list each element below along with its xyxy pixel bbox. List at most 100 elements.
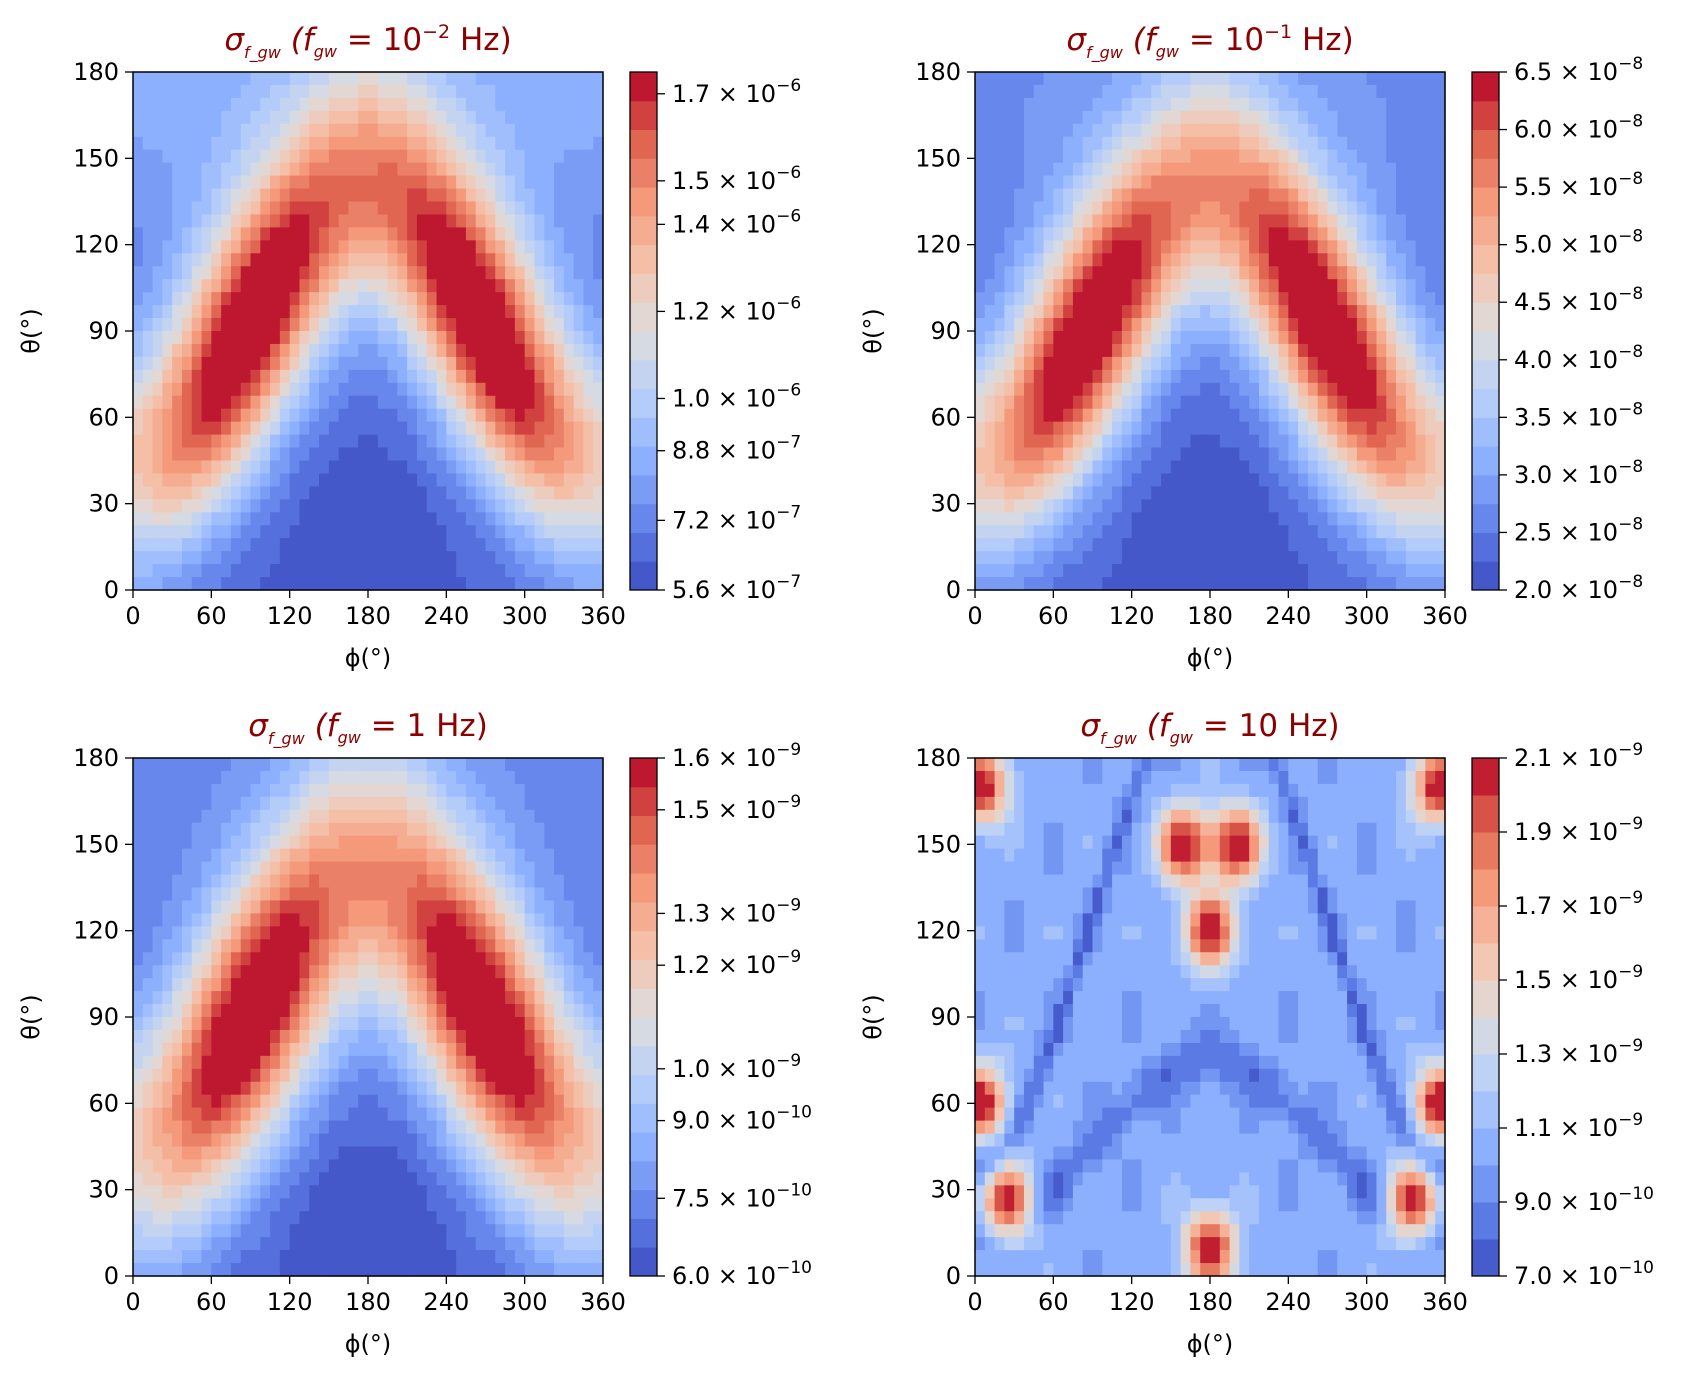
contour-cell xyxy=(181,279,193,293)
contour-cell xyxy=(495,564,506,578)
contour-cell xyxy=(1072,538,1084,552)
contour-cell xyxy=(279,1017,291,1031)
contour-cell xyxy=(1317,395,1329,410)
contour-cell xyxy=(181,965,193,979)
contour-cell xyxy=(1425,227,1436,241)
contour-cell xyxy=(416,123,428,138)
contour-cell xyxy=(456,136,467,151)
contour-cell xyxy=(1258,305,1270,319)
contour-cell xyxy=(1151,421,1162,436)
contour-cell xyxy=(260,188,271,203)
contour-cell xyxy=(1072,551,1084,565)
contour-cell xyxy=(1278,577,1289,591)
contour-cell xyxy=(358,577,369,591)
contour-cell xyxy=(994,577,1005,591)
contour-cell xyxy=(387,240,398,254)
contour-cell xyxy=(358,240,369,254)
contour-cell xyxy=(152,822,163,837)
contour-cell xyxy=(1033,175,1045,190)
contour-cell xyxy=(436,783,447,798)
contour-cell xyxy=(426,770,438,785)
contour-cell xyxy=(211,343,222,358)
contour-cell xyxy=(309,822,320,837)
contour-cell xyxy=(377,447,389,462)
contour-cell xyxy=(1405,486,1417,500)
contour-cell xyxy=(1337,305,1348,319)
contour-cell xyxy=(524,447,536,462)
contour-cell xyxy=(1151,97,1162,112)
contour-cell xyxy=(583,796,594,811)
contour-cell xyxy=(485,175,496,190)
contour-cell xyxy=(142,926,154,940)
contour-cell xyxy=(152,136,163,151)
contour-cell xyxy=(1063,318,1074,332)
contour-cell xyxy=(984,162,996,177)
contour-cell xyxy=(309,913,320,927)
contour-cell xyxy=(338,240,350,254)
contour-cell xyxy=(1063,240,1074,254)
contour-cell xyxy=(407,564,418,578)
contour-cell xyxy=(387,538,398,552)
contour-cell xyxy=(505,84,516,99)
contour-cell xyxy=(583,577,594,591)
contour-cell xyxy=(309,577,320,591)
contour-cell xyxy=(270,253,281,267)
contour-cell xyxy=(1063,162,1074,177)
contour-cell xyxy=(475,123,487,138)
contour-cell xyxy=(191,240,203,254)
contour-cell xyxy=(1043,512,1054,526)
contour-cell xyxy=(1396,318,1407,332)
contour-cell xyxy=(1239,266,1250,280)
contour-cell xyxy=(1317,318,1329,332)
contour-cell xyxy=(563,149,575,164)
contour-cell xyxy=(1288,214,1299,228)
contour-cell xyxy=(1043,434,1054,449)
contour-cell xyxy=(1161,421,1172,436)
contour-cell xyxy=(573,447,585,462)
contour-cell xyxy=(583,874,594,889)
contour-cell xyxy=(975,447,986,462)
contour-cell xyxy=(593,486,604,500)
contour-cell xyxy=(1161,564,1172,578)
contour-cell xyxy=(201,525,212,539)
contour-cell xyxy=(1200,72,1211,86)
contour-cell xyxy=(1072,460,1084,475)
contour-cell xyxy=(1317,473,1329,487)
contour-cell xyxy=(309,331,320,345)
colorbar-segment xyxy=(1472,187,1499,217)
contour-cell xyxy=(975,356,986,371)
contour-cell xyxy=(368,564,379,578)
contour-cell xyxy=(240,900,252,914)
contour-cell xyxy=(1004,188,1015,203)
contour-cell xyxy=(133,214,144,228)
contour-cell xyxy=(1396,473,1407,487)
contour-cell xyxy=(230,926,242,940)
contour-cell xyxy=(994,421,1005,436)
contour-cell xyxy=(1141,408,1152,423)
contour-cell xyxy=(1170,460,1182,475)
contour-cell xyxy=(1092,72,1103,86)
contour-cell xyxy=(583,421,594,436)
contour-cell xyxy=(1151,292,1162,306)
contour-cell xyxy=(563,227,575,241)
contour-cell xyxy=(172,382,183,397)
contour-cell xyxy=(387,175,398,190)
contour-cell xyxy=(1298,305,1309,319)
contour-cell xyxy=(348,796,359,811)
contour-cell xyxy=(250,175,261,190)
contour-cell xyxy=(1063,279,1074,293)
contour-cell xyxy=(1200,434,1211,449)
contour-cell xyxy=(172,512,183,526)
contour-cell xyxy=(338,292,350,306)
contour-cell xyxy=(289,279,301,293)
contour-cell xyxy=(534,770,545,785)
contour-cell xyxy=(1317,331,1329,345)
colorbar-tick-label: 8.8 × 10−7 xyxy=(672,433,801,465)
contour-cell xyxy=(1112,110,1123,125)
contour-cell xyxy=(1063,408,1074,423)
contour-cell xyxy=(583,72,594,86)
contour-cell xyxy=(593,1004,604,1018)
contour-cell xyxy=(1063,460,1074,475)
contour-cell xyxy=(544,887,555,902)
contour-cell xyxy=(172,434,183,449)
